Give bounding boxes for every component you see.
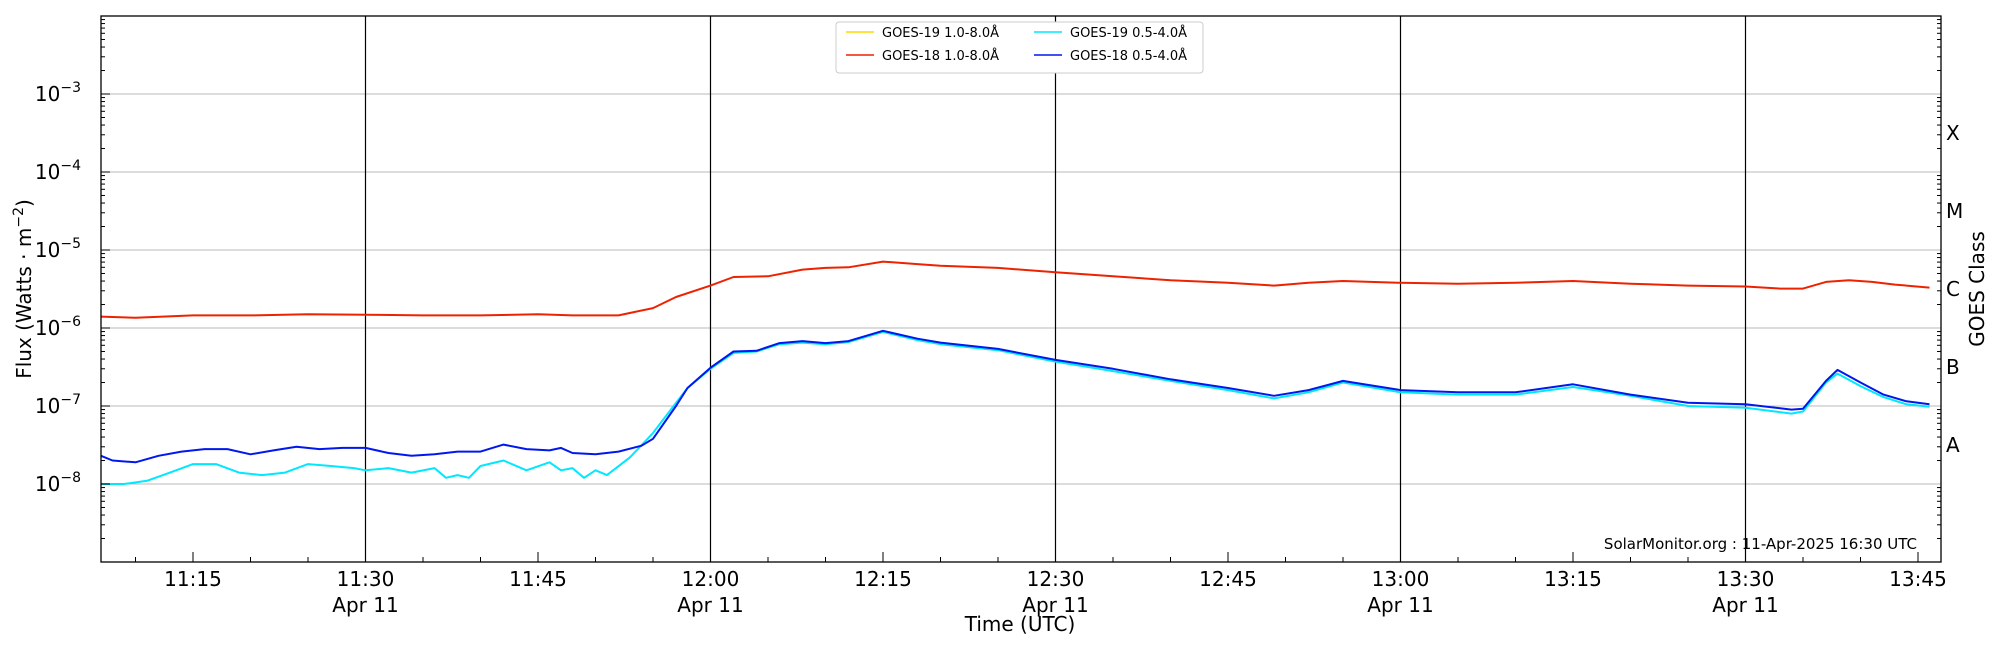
series-line [100, 260, 1930, 319]
y-tick-exponent: −6 [60, 314, 81, 330]
y-axis-title: Flux (Watts · m−2) [11, 199, 36, 379]
y-tick-base: 10 [35, 238, 60, 262]
x-tick-date: Apr 11 [332, 593, 398, 617]
y-axis-title-sup: −2 [11, 207, 27, 228]
x-tick-label: 12:45 [1199, 567, 1257, 591]
legend-label: GOES-18 1.0-8.0Å [882, 48, 999, 64]
series-line [100, 329, 1930, 464]
goes-class-labels: A B C M X [1946, 121, 1963, 457]
x-tick-date: Apr 11 [1022, 593, 1088, 617]
legend-label: GOES-19 0.5-4.0Å [1070, 25, 1187, 41]
x-tick-date: Apr 11 [677, 593, 743, 617]
x-tick-label: 12:00 [682, 567, 740, 591]
x-axis-title: Time (UTC) [964, 612, 1076, 636]
y-tick-base: 10 [35, 160, 60, 184]
legend-label: GOES-18 0.5-4.0Å [1070, 48, 1187, 64]
y-tick-base: 10 [35, 316, 60, 340]
legend-box [835, 21, 1204, 74]
goes-class-label: X [1946, 121, 1960, 145]
y-axis-ticks: 10−810−710−610−510−410−3 [35, 19, 1941, 540]
y-tick-base: 10 [35, 472, 60, 496]
x-tick-label: 11:30 [337, 567, 395, 591]
y-tick-exponent: −8 [60, 470, 81, 486]
x-tick-label: 11:45 [509, 567, 567, 591]
plot-background [101, 16, 1941, 562]
x-tick-date: Apr 11 [1367, 593, 1433, 617]
goes-class-label: M [1946, 199, 1963, 223]
goes-class-label: B [1946, 355, 1960, 379]
y-tick-base: 10 [35, 82, 60, 106]
goes-class-axis-title: GOES Class [1965, 231, 1989, 347]
y-tick-base: 10 [35, 394, 60, 418]
y-tick-exponent: −5 [60, 236, 81, 252]
plot-frame [100, 15, 1942, 563]
x-tick-label: 12:15 [854, 567, 912, 591]
y-tick-label: 10−6 [35, 314, 81, 340]
y-tick-exponent: −7 [60, 392, 81, 408]
x-tick-label: 13:30 [1717, 567, 1775, 591]
y-tick-label: 10−8 [35, 470, 81, 496]
y-axis-title-main: Flux (Watts · m [12, 228, 36, 379]
x-tick-label: 12:30 [1027, 567, 1085, 591]
y-axis-title-close: ) [12, 199, 36, 207]
y-tick-label: 10−4 [35, 158, 81, 184]
credit-text: SolarMonitor.org : 11-Apr-2025 16:30 UTC [1604, 535, 1917, 553]
series-layer [100, 260, 1930, 485]
legend-label: GOES-19 1.0-8.0Å [882, 25, 999, 41]
vertical-half-hour-lines [364, 16, 1747, 562]
horizontal-gridlines [101, 93, 1941, 485]
y-tick-label: 10−3 [35, 80, 81, 106]
x-tick-label: 13:15 [1544, 567, 1602, 591]
x-tick-date: Apr 11 [1712, 593, 1778, 617]
y-tick-label: 10−5 [35, 236, 81, 262]
goes-class-label: A [1946, 433, 1960, 457]
x-tick-label: 13:45 [1889, 567, 1947, 591]
legend-items: GOES-19 1.0-8.0Å GOES-18 1.0-8.0Å GOES-19 … [846, 25, 1187, 64]
y-tick-exponent: −3 [60, 80, 81, 96]
y-tick-label: 10−7 [35, 392, 81, 418]
goes-class-label: C [1946, 277, 1960, 301]
x-tick-label: 11:15 [164, 567, 222, 591]
x-tick-label: 13:00 [1372, 567, 1430, 591]
legend: GOES-19 1.0-8.0Å GOES-18 1.0-8.0Å GOES-19 … [835, 21, 1204, 74]
y-tick-exponent: −4 [60, 158, 81, 174]
